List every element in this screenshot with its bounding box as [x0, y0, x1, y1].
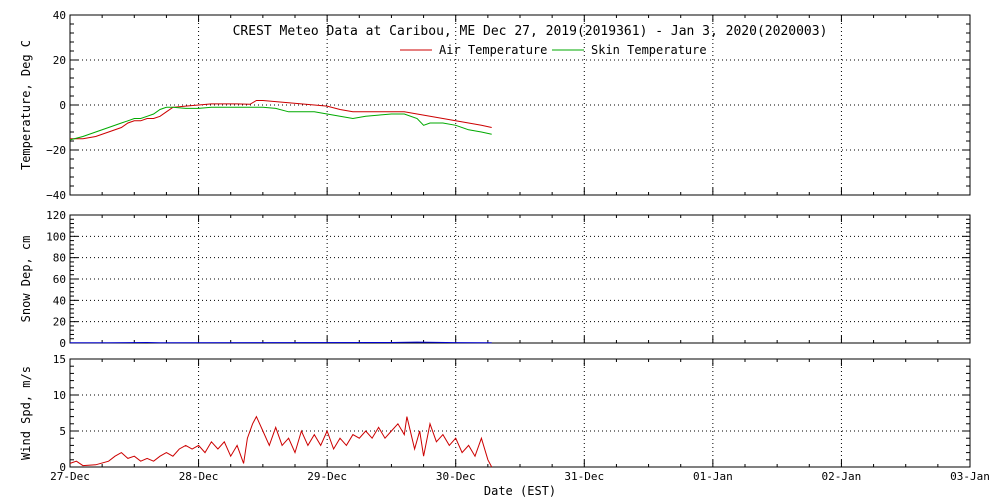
y-tick-label: 60 — [53, 273, 66, 286]
plot-frame — [69, 14, 971, 196]
plot-frame — [69, 358, 971, 468]
x-tick-label: 02-Jan — [822, 470, 862, 483]
y-tick-label: 100 — [46, 230, 66, 243]
y-tick-label: −40 — [46, 189, 66, 202]
series-line-0-1 — [69, 106, 492, 141]
y-tick-label: 40 — [53, 294, 66, 307]
y-tick-label: 20 — [53, 316, 66, 329]
series-line-2-0 — [69, 415, 493, 468]
legend-skin-label: Skin Temperature — [591, 43, 707, 57]
panel-1: 120 100 80 60 40 20 0 Snow Dep, cm — [19, 209, 971, 350]
x-tick-label: 30-Dec — [436, 470, 476, 483]
panel-2: 15 10 5 0 Wind Spd, m/s 27-Dec 28-Dec 29-Dec 30-… — [19, 353, 990, 483]
x-tick-label: 31-Dec — [564, 470, 604, 483]
series-line-1-0 — [70, 341, 492, 344]
y-tick-label: 5 — [59, 425, 66, 438]
x-tick-label: 28-Dec — [179, 470, 219, 483]
legend: Air Temperature Skin Temperature — [400, 43, 707, 57]
y-axis-label: Temperature, Deg C — [19, 40, 33, 170]
y-tick-label: 20 — [53, 54, 66, 67]
y-tick-label: 40 — [53, 9, 66, 22]
y-tick-label: 15 — [53, 353, 66, 366]
panel-0: 40 20 0 −20 −40 Temperature, Deg C — [19, 9, 971, 202]
y-axis-label: Wind Spd, m/s — [19, 366, 33, 460]
y-tick-label: 0 — [59, 99, 66, 112]
x-tick-label: 01-Jan — [693, 470, 733, 483]
y-axis-label: Snow Dep, cm — [19, 236, 33, 323]
y-tick-label: 0 — [59, 337, 66, 350]
series-line-0-0 — [70, 100, 492, 140]
legend-air-label: Air Temperature — [439, 43, 547, 57]
plot-frame — [69, 214, 971, 344]
x-tick-label: 27-Dec — [50, 470, 90, 483]
y-tick-label: 0 — [59, 461, 66, 474]
x-axis-label: Date (EST) — [484, 484, 556, 498]
y-tick-label: −20 — [46, 144, 66, 157]
chart-title: CREST Meteo Data at Caribou, ME Dec 27, … — [233, 24, 828, 39]
y-tick-label: 120 — [46, 209, 66, 222]
x-tick-label: 29-Dec — [307, 470, 347, 483]
y-tick-label: 10 — [53, 389, 66, 402]
x-tick-label: 03-Jan — [950, 470, 990, 483]
y-tick-label: 80 — [53, 252, 66, 265]
